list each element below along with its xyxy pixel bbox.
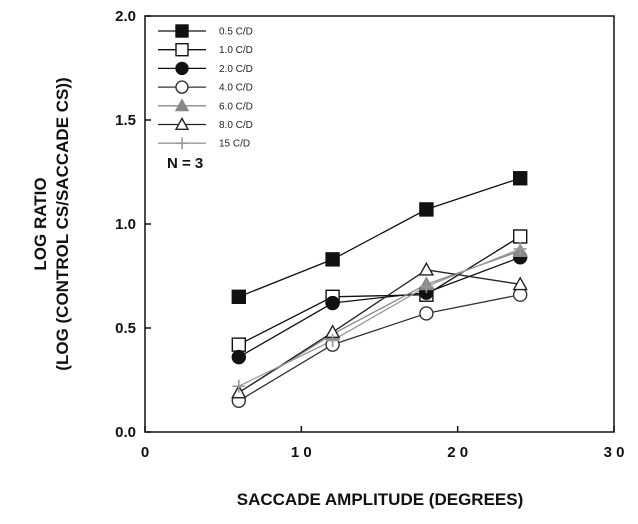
series-lines: [238, 177, 521, 402]
legend-label-2: 2.0 C/D: [219, 64, 253, 75]
legend-label-1: 1.0 C/D: [219, 45, 253, 56]
legend-marker-4: [174, 98, 190, 112]
legend-label-4: 6.0 C/D: [219, 101, 253, 112]
data-point-series-5: [512, 276, 528, 291]
legend-marker-1: [175, 43, 189, 57]
data-point-series-6: [326, 333, 340, 347]
legend: 0.5 C/D 1.0 C/D 2.0 C/D 4.0 C/D 6.0 C/D 8.0 C…: [158, 24, 253, 150]
x-axis-label: SACCADE AMPLITUDE (DEGREES): [237, 490, 524, 509]
legend-marker-2: [175, 61, 189, 76]
legend-label-5: 8.0 C/D: [219, 120, 253, 131]
data-point-series-6: [232, 379, 246, 393]
legend-marker-0: [175, 24, 189, 38]
data-point-series-2: [325, 295, 340, 311]
y-axis-label-line1: LOG RATIO: [31, 177, 50, 270]
series-line-0: [238, 177, 521, 298]
x-tick-label: 3 0: [604, 444, 625, 461]
data-point-series-0: [231, 289, 247, 304]
series-line-3: [238, 294, 521, 402]
x-tick-label: 1 0: [291, 444, 312, 461]
series-line-5: [238, 269, 521, 394]
legend-label-3: 4.0 C/D: [219, 83, 253, 94]
series-line-1: [238, 235, 521, 346]
plot-frame: [144, 15, 615, 433]
legend-marker-6: [176, 137, 188, 150]
axes: 0.0 0.5 1.0 1.5 2.0 0 1 0 2 0 3 0: [115, 8, 624, 461]
data-point-series-6: [419, 279, 433, 293]
legend-marker-5: [174, 117, 190, 131]
series-line-2: [238, 256, 521, 358]
series-markers: [231, 171, 528, 408]
data-point-series-5: [418, 261, 435, 276]
y-axis-label-line2: (LOG (CONTROL CS/SACCADE CS)): [53, 77, 72, 370]
y-tick-label: 2.0: [115, 8, 136, 25]
data-point-series-3: [419, 306, 434, 321]
data-point-series-1: [231, 337, 247, 352]
series-line-6: [238, 248, 521, 387]
legend-label-0: 0.5 C/D: [219, 27, 253, 38]
x-tick-label: 2 0: [447, 444, 468, 461]
data-point-series-1: [513, 229, 528, 244]
data-point-series-2: [231, 349, 247, 365]
data-point-series-0: [513, 171, 528, 186]
y-tick-label: 1.0: [115, 216, 136, 233]
y-tick-label: 0.5: [115, 320, 136, 337]
data-point-series-0: [325, 252, 340, 267]
y-tick-label: 1.5: [115, 112, 136, 129]
legend-marker-3: [175, 80, 189, 94]
legend-label-6: 15 C/D: [219, 139, 250, 150]
n-annotation: N = 3: [167, 155, 203, 172]
y-tick-label: 0.0: [115, 424, 136, 441]
data-point-series-6: [513, 242, 527, 256]
x-tick-label: 0: [141, 444, 149, 461]
data-point-series-0: [419, 202, 434, 217]
series-line-4: [238, 250, 521, 394]
